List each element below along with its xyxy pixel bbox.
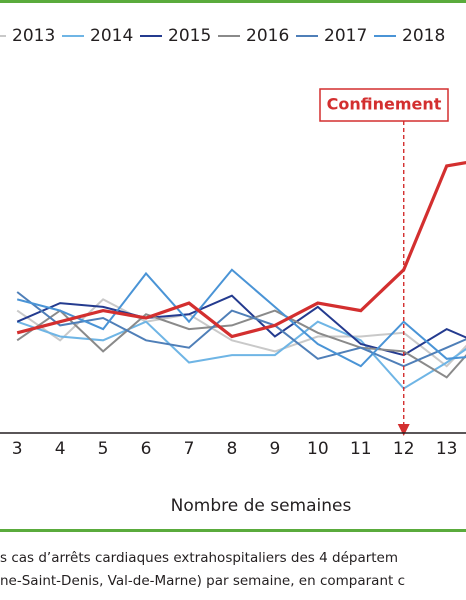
legend-label: 2018 <box>402 26 445 46</box>
series-lines <box>16 160 466 390</box>
caption-line-1: s cas d’arrêts cardiaques extrahospitali… <box>0 550 399 566</box>
confinement-arrowhead <box>397 424 410 436</box>
x-tick-label: 7 <box>184 439 195 459</box>
x-tick-label: 8 <box>227 439 238 459</box>
legend-label: 2016 <box>246 26 289 46</box>
x-tick-label: 13 <box>436 439 458 459</box>
caption-line-2: ne-Saint-Denis, Val-de-Marne) par semain… <box>0 573 406 589</box>
x-tick-label: 12 <box>393 439 415 459</box>
legend: 2013 2014 2015 2016 2017 2018 <box>0 26 445 46</box>
x-tick-label: 4 <box>55 439 66 459</box>
x-tick-label: 10 <box>307 439 329 459</box>
legend-label: 2015 <box>168 26 211 46</box>
confinement-label-box <box>319 88 449 122</box>
series-line-current <box>16 160 466 339</box>
x-tick-label: 11 <box>350 439 372 459</box>
legend-label: 2017 <box>324 26 367 46</box>
series-line-2014 <box>16 320 466 390</box>
x-tick-label: 3 <box>12 439 23 459</box>
confinement-annotation: Confinement <box>319 88 449 436</box>
legend-label: 2014 <box>90 26 133 46</box>
series-line-2015 <box>16 294 466 357</box>
series-line-2018 <box>16 268 466 368</box>
top-divider <box>0 0 466 3</box>
bottom-divider <box>0 529 466 532</box>
x-tick-label: 9 <box>269 439 280 459</box>
x-axis-title: Nombre de semaines <box>171 496 352 516</box>
confinement-label: Confinement <box>327 95 442 114</box>
x-tick-label: 6 <box>141 439 152 459</box>
x-tick-label: 5 <box>98 439 109 459</box>
legend-label: 2013 <box>12 26 55 46</box>
series-line-2017 <box>16 291 466 368</box>
x-axis-ticks: 34567891011121314 <box>12 439 458 459</box>
